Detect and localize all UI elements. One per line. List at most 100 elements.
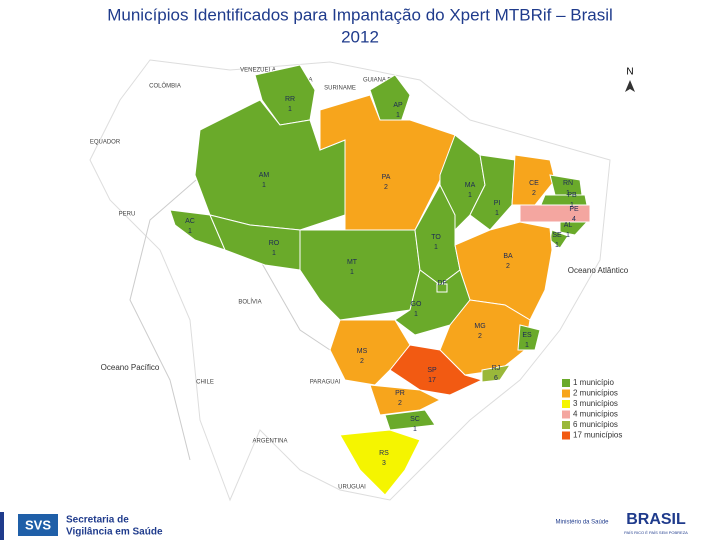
country-label: EQUADOR: [90, 140, 121, 146]
state-region: [299, 229, 421, 321]
state-count: 1: [566, 190, 570, 197]
state-region: [517, 324, 541, 351]
state-abbr: PA: [382, 174, 391, 181]
legend-label: 3 municípios: [573, 399, 618, 408]
svs-logo: [18, 514, 58, 536]
country-label: COLÔMBIA: [149, 83, 181, 90]
footer-text: Ministério da Saúde: [555, 520, 609, 526]
country-label: BOLÍVIA: [238, 299, 261, 306]
state-abbr: RO: [269, 240, 280, 247]
state-region: [519, 204, 591, 223]
state-abbr: SE: [552, 232, 562, 239]
country-label: CHILE: [196, 380, 214, 386]
brasil-logo: BRASIL: [626, 511, 686, 528]
border-line: [129, 179, 197, 461]
state-count: 1: [413, 426, 417, 433]
legend-label: 1 município: [573, 378, 614, 387]
state-abbr: PI: [494, 200, 501, 207]
state-count: 1: [468, 192, 472, 199]
ocean-label: Oceano Atlântico: [568, 266, 629, 275]
legend-swatch: [562, 400, 570, 408]
compass-arrow: [625, 80, 635, 92]
state-abbr: GO: [411, 301, 422, 308]
legend-swatch: [562, 421, 570, 429]
state-region: [511, 154, 556, 206]
state-abbr: MS: [357, 348, 368, 355]
title-line: Municípios Identificados para Impantação…: [107, 5, 613, 24]
footer-bar: [0, 512, 4, 540]
state-count: 1: [570, 202, 574, 209]
state-count: 2: [532, 190, 536, 197]
state-abbr: AC: [185, 218, 195, 225]
state-abbr: MG: [474, 323, 485, 330]
state-abbr: PB: [567, 192, 577, 199]
state-abbr: BA: [503, 253, 513, 260]
state-count: 2: [360, 358, 364, 365]
state-count: 2: [478, 333, 482, 340]
country-label: SURINAME: [324, 86, 356, 92]
legend-label: 2 municípios: [573, 389, 618, 398]
ocean-label: Oceano Pacífico: [101, 363, 160, 372]
svs-logo-text: SVS: [25, 517, 51, 532]
legend-swatch: [562, 389, 570, 398]
state-count: 2: [506, 263, 510, 270]
neighbor-outline: [89, 59, 611, 502]
country-label: VENEZUELA: [240, 68, 276, 74]
state-count: 1: [288, 106, 292, 113]
country-label: GUIANA FR.: [363, 78, 397, 84]
state-abbr: PR: [395, 390, 405, 397]
title-line: 2012: [341, 27, 379, 46]
state-count: 2: [398, 400, 402, 407]
state-count: 3: [382, 460, 386, 467]
legend-swatch: [562, 379, 570, 387]
slogan: PAÍS RICO É PAÍS SEM POBREZA: [624, 530, 688, 535]
state-count: 1: [555, 242, 559, 249]
state-region: [339, 429, 421, 496]
state-abbr: ES: [522, 332, 532, 339]
country-label: PERU: [119, 212, 136, 218]
state-abbr: RN: [563, 180, 573, 187]
state-abbr: AM: [259, 172, 270, 179]
legend-swatch: [562, 431, 570, 440]
state-count: 1: [434, 244, 438, 251]
state-abbr: SP: [427, 367, 437, 374]
legend-swatch: [562, 410, 570, 419]
state-abbr: RJ: [492, 365, 501, 372]
state-count: 4: [572, 216, 576, 223]
country-label: URUGUAI: [338, 485, 366, 491]
state-abbr: TO: [431, 234, 441, 241]
legend-label: 17 municípios: [573, 431, 622, 440]
footer-text: Secretaria de: [66, 515, 129, 526]
state-abbr: RR: [285, 96, 295, 103]
footer-text: Vigilância em Saúde: [66, 527, 163, 538]
state-region: [436, 283, 448, 293]
state-region: [389, 344, 484, 396]
state-region: [319, 94, 456, 231]
state-count: 1: [396, 112, 400, 119]
state-abbr: PE: [569, 206, 579, 213]
state-count: 1: [566, 232, 570, 239]
country-label: ARGENTINA: [252, 439, 287, 445]
state-abbr: AL: [564, 222, 573, 229]
state-abbr: RS: [379, 450, 389, 457]
state-count: 1: [262, 182, 266, 189]
state-region: [169, 209, 226, 251]
legend-label: 4 municípios: [573, 410, 618, 419]
state-count: 1: [525, 342, 529, 349]
state-abbr: SC: [410, 416, 420, 423]
state-count: 1: [350, 269, 354, 276]
state-region: [481, 364, 512, 383]
state-abbr: CE: [529, 180, 539, 187]
state-region: [369, 384, 442, 416]
state-abbr: DF: [437, 280, 446, 287]
state-count: 1: [414, 311, 418, 318]
state-region: [384, 409, 436, 431]
border-line: [259, 259, 331, 351]
state-region: [329, 319, 411, 386]
compass: N: [626, 67, 633, 78]
legend-label: 6 municípios: [573, 420, 618, 429]
state-count: 1: [495, 210, 499, 217]
state-count: 1: [188, 228, 192, 235]
state-count: 17: [428, 377, 436, 384]
